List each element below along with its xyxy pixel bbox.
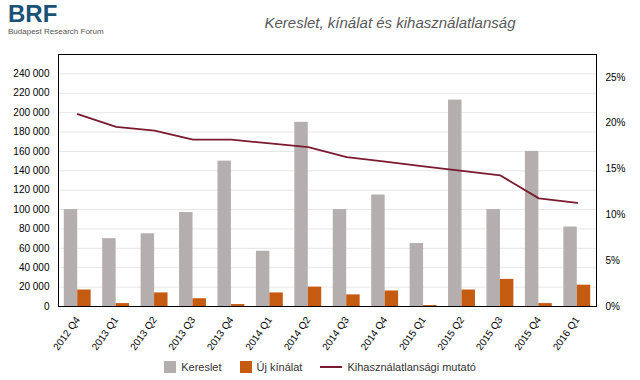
svg-text:25%: 25% <box>606 72 626 83</box>
html-text:Kereslet: Kereslet <box>181 361 222 373</box>
svg-text:0: 0 <box>44 301 50 312</box>
svg-text:2015 Q1: 2015 Q1 <box>397 314 428 352</box>
html-text:BRF: BRF <box>8 0 58 27</box>
html-text:Kihasználatlansági mutató: Kihasználatlansági mutató <box>347 361 476 373</box>
svg-text:2014 Q2: 2014 Q2 <box>282 314 313 352</box>
svg-text:2013 Q2: 2013 Q2 <box>128 314 159 352</box>
svg-text:80 000: 80 000 <box>19 223 50 234</box>
svg-text:2015 Q3: 2015 Q3 <box>474 314 505 352</box>
svg-text:140 000: 140 000 <box>13 165 50 176</box>
svg-text:2012 Q4: 2012 Q4 <box>51 314 82 352</box>
svg-text:2014 Q3: 2014 Q3 <box>320 314 351 352</box>
svg-text:5%: 5% <box>606 255 621 266</box>
svg-text:220 000: 220 000 <box>13 87 50 98</box>
svg-text:200 000: 200 000 <box>13 107 50 118</box>
svg-text:120 000: 120 000 <box>13 184 50 195</box>
svg-text:2014 Q1: 2014 Q1 <box>243 314 274 352</box>
svg-text:160 000: 160 000 <box>13 146 50 157</box>
html-text:Új kínálat: Új kínálat <box>256 361 303 373</box>
svg-text:240 000: 240 000 <box>13 68 50 79</box>
svg-text:60 000: 60 000 <box>19 243 50 254</box>
svg-text:2016 Q1: 2016 Q1 <box>551 314 582 352</box>
svg-text:20 000: 20 000 <box>19 281 50 292</box>
svg-text:100 000: 100 000 <box>13 204 50 215</box>
html-text:Kereslet, kínálat és kihasznál: Kereslet, kínálat és kihasználatlanság <box>264 14 516 31</box>
svg-text:10%: 10% <box>606 209 626 220</box>
svg-text:0%: 0% <box>606 301 621 312</box>
svg-text:2013 Q3: 2013 Q3 <box>166 314 197 352</box>
html-text:Budapest Research Forum: Budapest Research Forum <box>8 27 104 36</box>
svg-text:40 000: 40 000 <box>19 262 50 273</box>
svg-text:20%: 20% <box>606 117 626 128</box>
svg-text:15%: 15% <box>606 163 626 174</box>
svg-text:180 000: 180 000 <box>13 126 50 137</box>
svg-text:2014 Q4: 2014 Q4 <box>358 314 389 352</box>
svg-text:2015 Q4: 2015 Q4 <box>512 314 543 352</box>
svg-text:2013 Q1: 2013 Q1 <box>89 314 120 352</box>
svg-text:2015 Q2: 2015 Q2 <box>435 314 466 352</box>
svg-text:2013 Q4: 2013 Q4 <box>205 314 236 352</box>
